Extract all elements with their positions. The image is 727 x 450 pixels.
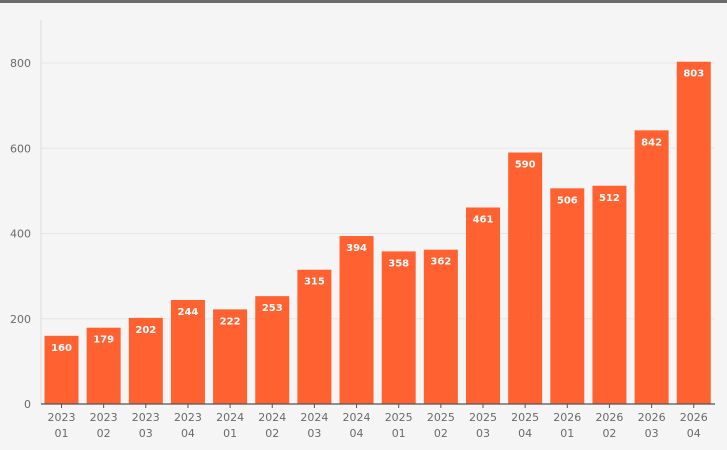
data-label: 394 xyxy=(346,243,367,254)
bars xyxy=(44,61,711,404)
data-label: 179 xyxy=(93,335,114,346)
x-tick-label-year: 2023 xyxy=(48,411,76,424)
data-label: 253 xyxy=(262,303,283,314)
x-tick-label-quarter: 01 xyxy=(223,427,237,440)
x-tick-label-year: 2023 xyxy=(90,411,118,424)
x-tick-label-year: 2023 xyxy=(174,411,202,424)
data-label: 244 xyxy=(178,307,199,318)
bar xyxy=(128,317,163,404)
axes xyxy=(40,20,715,408)
x-tick-label-year: 2025 xyxy=(469,411,497,424)
x-tick-label-year: 2026 xyxy=(553,411,581,424)
top-border xyxy=(0,0,727,3)
x-tick-label-quarter: 02 xyxy=(434,427,448,440)
bar xyxy=(44,335,79,404)
x-tick-label-quarter: 02 xyxy=(265,427,279,440)
data-label: 315 xyxy=(304,277,325,288)
data-label: 506 xyxy=(557,195,578,206)
y-tick-label: 600 xyxy=(10,142,31,155)
x-tick-label-quarter: 02 xyxy=(97,427,111,440)
y-tick-label: 0 xyxy=(24,398,31,411)
data-label: 358 xyxy=(388,258,409,269)
y-tick-label: 200 xyxy=(10,313,31,326)
bar xyxy=(170,299,205,404)
bar xyxy=(676,61,711,404)
x-tick-label-quarter: 01 xyxy=(55,427,69,440)
x-tick-label-quarter: 03 xyxy=(139,427,153,440)
x-tick-label-year: 2023 xyxy=(132,411,160,424)
x-tick-label-year: 2024 xyxy=(300,411,328,424)
y-tick-label: 800 xyxy=(10,57,31,70)
x-tick-label-year: 2025 xyxy=(511,411,539,424)
bar xyxy=(466,207,500,404)
x-tick-label-year: 2024 xyxy=(216,411,244,424)
x-tick-label-year: 2026 xyxy=(680,411,708,424)
bar xyxy=(339,236,374,404)
data-label: 222 xyxy=(220,316,241,327)
x-tick-label-quarter: 04 xyxy=(181,427,195,440)
x-tick-label-quarter: 03 xyxy=(307,427,321,440)
bar xyxy=(423,249,458,404)
x-tick-label-quarter: 02 xyxy=(602,427,616,440)
x-tick-label-quarter: 04 xyxy=(518,427,532,440)
x-tick-label-quarter: 03 xyxy=(645,427,659,440)
x-tick-label-year: 2026 xyxy=(595,411,623,424)
x-tick-label-year: 2024 xyxy=(258,411,286,424)
bar xyxy=(550,188,585,404)
y-tick-label: 400 xyxy=(10,228,31,241)
x-tick-label-year: 2024 xyxy=(343,411,371,424)
bar xyxy=(297,269,332,404)
x-tick-label-quarter: 01 xyxy=(392,427,406,440)
data-label: 202 xyxy=(135,325,156,336)
data-label: 160 xyxy=(51,343,72,354)
bar xyxy=(213,309,248,404)
x-tick-label-year: 2025 xyxy=(385,411,413,424)
data-label: 362 xyxy=(430,257,451,268)
bar xyxy=(381,251,416,404)
x-tick-label-year: 2025 xyxy=(427,411,455,424)
x-tick-label-quarter: 04 xyxy=(350,427,364,440)
x-tick-label-year: 2026 xyxy=(638,411,666,424)
x-tick-label-quarter: 01 xyxy=(560,427,574,440)
data-label: 461 xyxy=(473,214,494,225)
bar xyxy=(634,130,669,404)
bar xyxy=(86,327,121,404)
labels: 0 200 400 600 800 160 2023 01 179 2023 02 202 2023 03… xyxy=(10,57,708,440)
bar xyxy=(508,152,543,404)
data-label: 512 xyxy=(599,193,620,204)
data-label: 803 xyxy=(683,69,704,80)
bar xyxy=(255,296,290,404)
bar xyxy=(592,185,627,404)
x-tick-label-quarter: 03 xyxy=(476,427,490,440)
data-label: 842 xyxy=(641,137,662,148)
data-label: 590 xyxy=(515,160,536,171)
x-tick-label-quarter: 04 xyxy=(687,427,701,440)
